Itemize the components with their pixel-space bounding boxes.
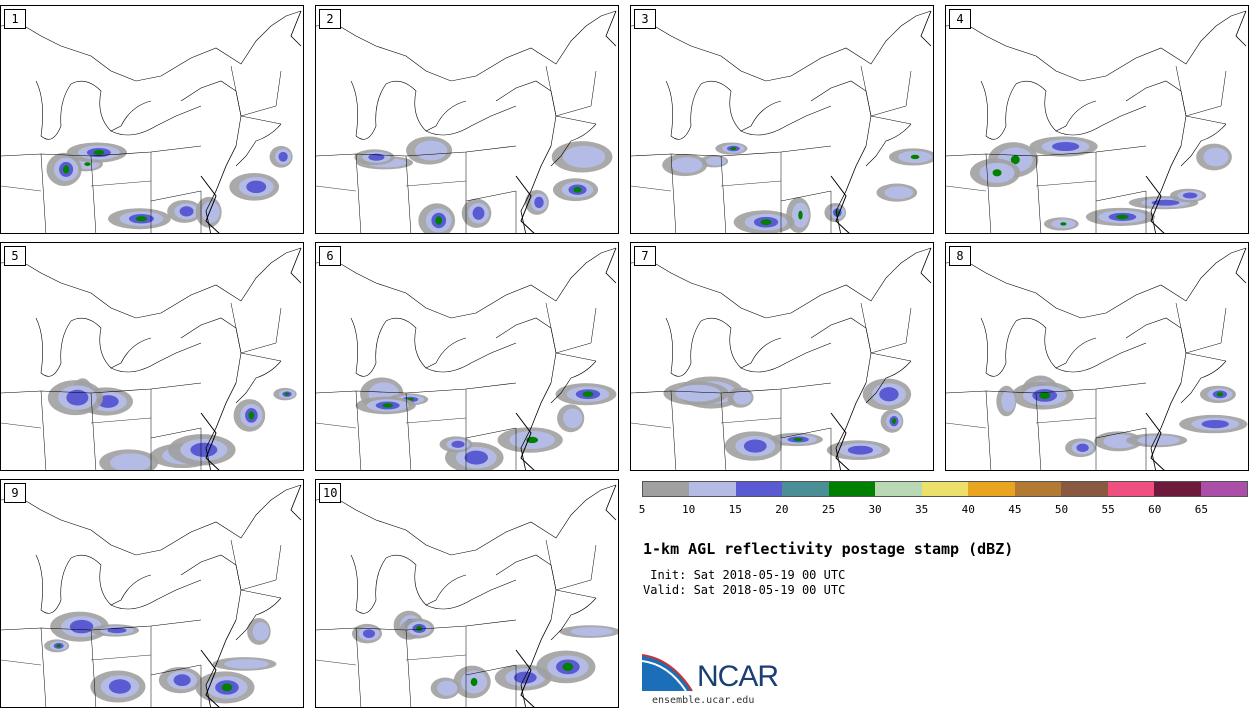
colorbar-segment bbox=[1107, 482, 1155, 496]
colorbar-segment bbox=[1014, 482, 1062, 496]
reflectivity-map bbox=[1, 10, 302, 233]
init-time: Init: Sat 2018-05-19 00 UTC bbox=[643, 568, 846, 582]
member-number-label: 6 bbox=[319, 246, 341, 266]
member-number-label: 7 bbox=[634, 246, 656, 266]
reflectivity-map bbox=[316, 484, 618, 707]
ensemble-member-panel: 4 bbox=[945, 5, 1249, 234]
reflectivity-map bbox=[631, 247, 932, 470]
ensemble-member-panel: 10 bbox=[315, 479, 619, 708]
colorbar-tick-label: 10 bbox=[681, 503, 696, 516]
colorbar-tick-label: 50 bbox=[1054, 503, 1069, 516]
colorbar-tick-label: 65 bbox=[1194, 503, 1208, 516]
reflectivity-map bbox=[946, 10, 1247, 233]
member-number-label: 10 bbox=[319, 483, 342, 503]
valid-time: Valid: Sat 2018-05-19 00 UTC bbox=[643, 583, 846, 597]
colorbar-tick-label: 30 bbox=[868, 503, 882, 516]
ncar-logo-icon bbox=[642, 654, 693, 692]
member-number-label: 9 bbox=[4, 483, 26, 503]
colorbar-segment bbox=[735, 482, 783, 496]
reflectivity-map bbox=[1, 484, 302, 707]
member-number-label: 8 bbox=[949, 246, 971, 266]
colorbar-segment bbox=[1200, 482, 1248, 496]
colorbar-tick-label: 25 bbox=[821, 503, 836, 516]
colorbar-segment bbox=[782, 482, 829, 496]
ensemble-member-panel: 6 bbox=[315, 242, 619, 471]
ensemble-member-panel: 7 bbox=[630, 242, 934, 471]
member-number-label: 2 bbox=[319, 9, 341, 29]
ensemble-member-panel: 2 bbox=[315, 5, 619, 234]
member-number-label: 1 bbox=[4, 9, 26, 29]
colorbar-tick-label: 35 bbox=[915, 503, 929, 516]
colorbar-segment bbox=[689, 482, 736, 496]
colorbar-segment bbox=[1061, 482, 1108, 496]
ensemble-member-panel: 3 bbox=[630, 5, 934, 234]
reflectivity-map bbox=[316, 10, 617, 233]
ensemble-member-panel: 8 bbox=[945, 242, 1249, 471]
ncar-logo-text: NCAR bbox=[697, 660, 779, 693]
reflectivity-map bbox=[631, 10, 933, 233]
colorbar-tick-label: 60 bbox=[1148, 503, 1162, 516]
member-number-label: 5 bbox=[4, 246, 26, 266]
colorbar-segment bbox=[1154, 482, 1201, 496]
ensemble-member-panel: 9 bbox=[0, 479, 304, 708]
colorbar-segment bbox=[968, 482, 1015, 496]
reflectivity-colorbar bbox=[642, 481, 1248, 497]
reflectivity-map bbox=[946, 247, 1248, 470]
reflectivity-map bbox=[1, 247, 302, 470]
colorbar-segment bbox=[875, 482, 922, 496]
ensemble-member-panel: 1 bbox=[0, 5, 304, 234]
reflectivity-map bbox=[316, 247, 617, 470]
ensemble-member-panel: 5 bbox=[0, 242, 304, 471]
colorbar-tick-label: 40 bbox=[961, 503, 975, 516]
colorbar-tick-label: 55 bbox=[1101, 503, 1115, 516]
colorbar-tick-label: 5 bbox=[638, 503, 646, 516]
website-url: ensemble.ucar.edu bbox=[652, 695, 755, 706]
colorbar-segment bbox=[643, 482, 690, 496]
colorbar-segment bbox=[921, 482, 969, 496]
plot-title: 1-km AGL reflectivity postage stamp (dBZ… bbox=[643, 540, 1014, 558]
colorbar-tick-label: 20 bbox=[775, 503, 789, 516]
member-number-label: 3 bbox=[634, 9, 656, 29]
colorbar-tick-label: 45 bbox=[1008, 503, 1022, 516]
colorbar-tick-label: 15 bbox=[728, 503, 742, 516]
colorbar-segment bbox=[828, 482, 876, 496]
member-number-label: 4 bbox=[949, 9, 971, 29]
